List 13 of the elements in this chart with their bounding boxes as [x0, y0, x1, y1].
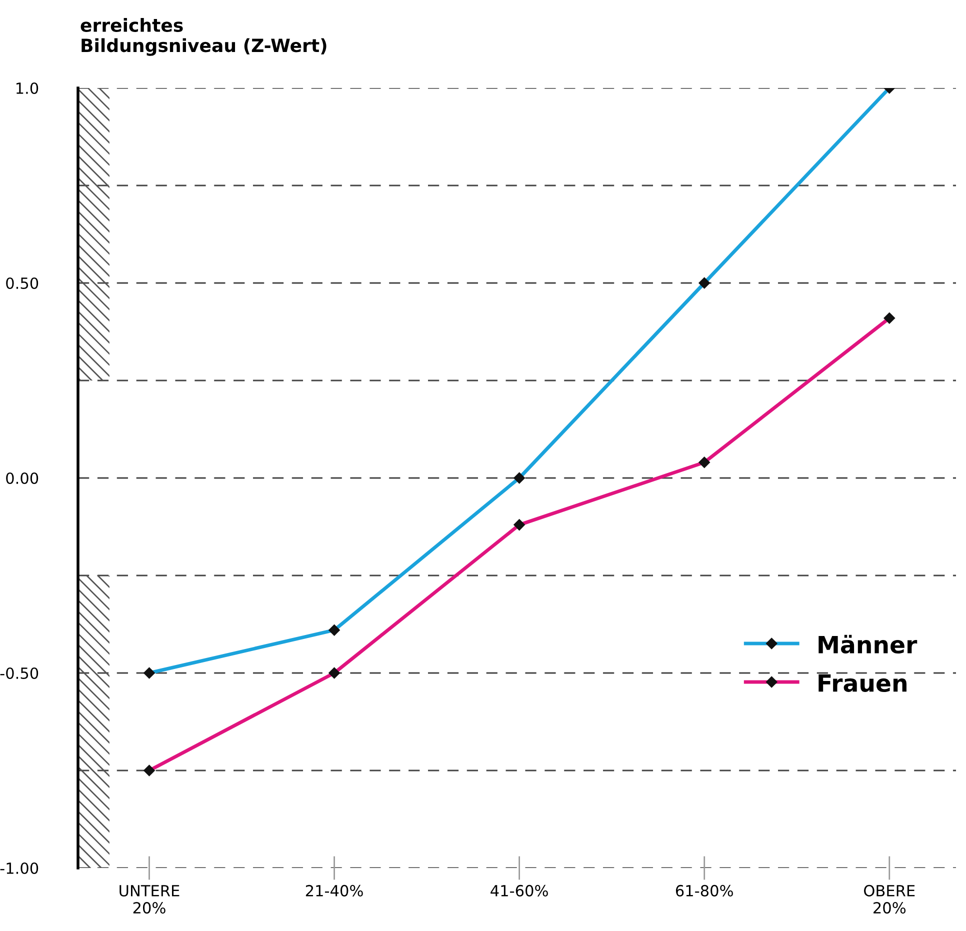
y-tick-label: 1.0 [16, 82, 38, 94]
legend-label: Frauen [818, 674, 906, 692]
y-tick-label: 0.00 [6, 472, 38, 484]
y-tick-label: -1.00 [0, 862, 38, 874]
y-tick-label: 0.50 [6, 277, 38, 290]
x-tick-label: 21-40% [306, 884, 363, 896]
x-tick-label: UNTERE 20% [120, 885, 180, 914]
x-tick-label: OBERE 20% [864, 884, 915, 914]
y-axis-title: erreichtes Bildungsniveau (Z-Wert) [80, 18, 326, 56]
legend-label: Männer [818, 634, 918, 654]
y-tick-label: -0.50 [0, 667, 38, 680]
x-tick-label: 61-80% [676, 884, 733, 896]
x-tick-label: 41-60% [490, 884, 548, 896]
